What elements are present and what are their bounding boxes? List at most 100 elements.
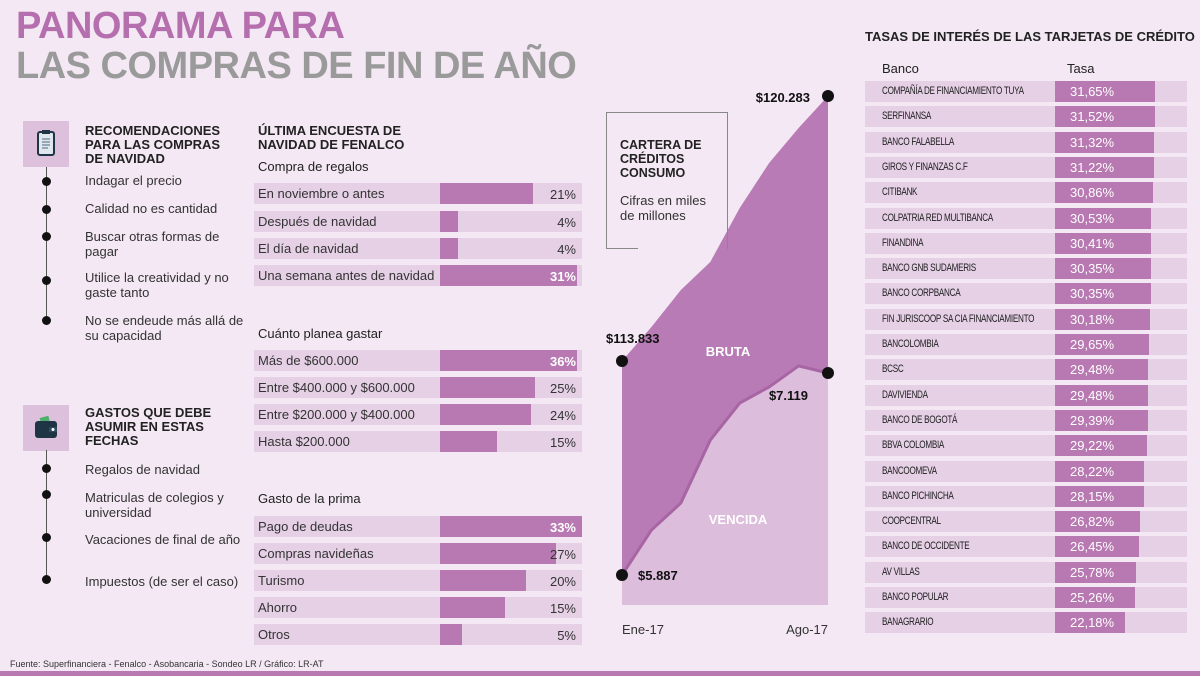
chart-title-box bbox=[606, 112, 728, 249]
x-tick-label: Ene-17 bbox=[622, 622, 664, 637]
survey-value: 25% bbox=[549, 381, 576, 396]
survey-row: Entre $400.000 y $600.000 25% bbox=[254, 377, 582, 398]
rate-value: 30,35% bbox=[1070, 286, 1115, 302]
rate-value: 28,22% bbox=[1070, 463, 1115, 479]
survey-row-label: Pago de deudas bbox=[258, 519, 353, 534]
rate-value: 29,22% bbox=[1070, 438, 1115, 454]
rate-value: 31,32% bbox=[1070, 134, 1115, 150]
rate-bar bbox=[1055, 460, 1145, 482]
vencida-area bbox=[622, 365, 828, 605]
table-row: BANCO PICHINCHA 28,15% bbox=[865, 485, 1187, 507]
survey-value: 20% bbox=[549, 574, 576, 589]
rate-value: 30,53% bbox=[1070, 210, 1115, 226]
table-row: DAVIVIENDA 29,48% bbox=[865, 384, 1187, 406]
survey-bar bbox=[440, 597, 505, 618]
rate-value: 22,18% bbox=[1070, 615, 1115, 631]
rate-bar bbox=[1055, 258, 1151, 280]
survey-bar bbox=[440, 211, 458, 232]
bullet-dot bbox=[42, 276, 51, 285]
table-row: BANCO CORPBANCA 30,35% bbox=[865, 283, 1187, 305]
rate-value: 25,26% bbox=[1070, 590, 1115, 605]
survey-bar bbox=[440, 624, 462, 645]
rate-value: 30,35% bbox=[1070, 261, 1115, 277]
bank-name: COOPCENTRAL bbox=[882, 515, 941, 528]
source-footer: Fuente: Superfinanciera - Fenalco - Asob… bbox=[10, 659, 324, 669]
rate-bar bbox=[1055, 131, 1154, 153]
bank-name: BANCO GNB SUDAMERIS bbox=[882, 262, 976, 275]
survey-value: 33% bbox=[549, 520, 576, 535]
table-row: BANCO POPULAR 25,26% bbox=[865, 587, 1187, 608]
table-row: BANCO DE BOGOTÁ 29,39% bbox=[865, 409, 1187, 431]
survey-bar bbox=[440, 543, 557, 564]
survey-value: 4% bbox=[557, 215, 576, 230]
survey-value: 36% bbox=[549, 354, 576, 369]
survey-value: 4% bbox=[557, 242, 576, 257]
col-header-banco: Banco bbox=[882, 61, 919, 76]
bruta-start-label: $113.833 bbox=[606, 331, 660, 346]
rate-bar bbox=[1055, 587, 1135, 608]
survey-row-label: El día de navidad bbox=[258, 241, 359, 256]
survey-bar bbox=[440, 570, 527, 591]
chart-title: CARTERA DE CRÉDITOS CONSUMO bbox=[620, 138, 702, 180]
survey-row: Más de $600.000 36% bbox=[254, 350, 582, 371]
rate-bar bbox=[1055, 232, 1152, 254]
table-row: SERFINANSA 31,52% bbox=[865, 106, 1187, 128]
bullet-dot bbox=[42, 316, 51, 325]
survey-row-label: Más de $600.000 bbox=[258, 353, 359, 368]
table-row: COLPATRIA RED MULTIBANCA 30,53% bbox=[865, 207, 1187, 229]
survey-row-label: Entre $200.000 y $400.000 bbox=[258, 407, 415, 422]
rate-value: 29,48% bbox=[1070, 362, 1115, 378]
rate-bar bbox=[1055, 561, 1137, 583]
bank-name: COMPAÑÍA DE FINANCIAMIENTO TUYA bbox=[882, 85, 1024, 97]
survey-bar bbox=[440, 350, 577, 371]
wallet-icon-box bbox=[23, 405, 69, 451]
vencida-line bbox=[620, 364, 829, 576]
list-item: No se endeude más allá de su capacidad bbox=[85, 313, 244, 343]
rate-value: 28,15% bbox=[1070, 488, 1115, 504]
bullet-dot bbox=[42, 533, 51, 542]
table-row: GIROS Y FINANZAS C.F 31,22% bbox=[865, 156, 1187, 178]
table-row: BBVA COLOMBIA 29,22% bbox=[865, 435, 1187, 457]
encuesta-heading: ÚLTIMA ENCUESTA DE NAVIDAD DE FENALCO bbox=[258, 123, 405, 152]
timeline-line bbox=[46, 450, 47, 578]
vencida-end-label: $7.119 bbox=[769, 388, 808, 403]
survey-row-label: Después de navidad bbox=[258, 214, 377, 229]
survey-row-label: En noviembre o antes bbox=[258, 186, 385, 201]
cartera-chart: $113.833 $120.283 $5.887 $7.119 BRUTA VENCIDA… bbox=[606, 90, 834, 637]
title-line-2: LAS COMPRAS DE FIN DE AÑO bbox=[16, 45, 577, 87]
clipboard-icon-box bbox=[23, 121, 69, 167]
title-line-1: PANORAMA PARA bbox=[16, 5, 345, 47]
survey-bar bbox=[440, 183, 533, 204]
bank-name: COLPATRIA RED MULTIBANCA bbox=[882, 211, 993, 224]
bullet-dot bbox=[42, 177, 51, 186]
chart-title-box-underline bbox=[606, 248, 638, 249]
bullet-dot bbox=[42, 575, 51, 584]
rate-bar bbox=[1055, 81, 1155, 102]
vencida-start-label: $5.887 bbox=[638, 568, 678, 583]
table-row: FIN JURISCOOP SA CIA FINANCIAMIENTO 30,18… bbox=[865, 308, 1187, 330]
rate-bar bbox=[1055, 359, 1149, 381]
rate-bar bbox=[1055, 283, 1151, 305]
survey-row: Hasta $200.000 15% bbox=[254, 431, 582, 452]
bullet-dot bbox=[42, 490, 51, 499]
rate-bar bbox=[1055, 334, 1149, 355]
table-row: BANCOOMEVA 28,22% bbox=[865, 460, 1187, 482]
bank-name: FINANDINA bbox=[882, 236, 924, 249]
survey-row: El día de navidad 4% bbox=[254, 238, 582, 259]
rate-bar bbox=[1055, 156, 1154, 178]
survey-value: 27% bbox=[549, 547, 576, 562]
survey-row: En noviembre o antes 21% bbox=[254, 183, 582, 204]
x-tick-label: Ago-17 bbox=[786, 622, 828, 637]
survey-row: Después de navidad 4% bbox=[254, 211, 582, 232]
bank-name: BCSC bbox=[882, 363, 904, 376]
bank-name: GIROS Y FINANZAS C.F bbox=[882, 160, 968, 173]
rate-bar bbox=[1055, 409, 1148, 431]
list-item: Vacaciones de final de año bbox=[85, 532, 241, 547]
bank-name: BANCOOMEVA bbox=[882, 464, 937, 477]
table-row: BANCO GNB SUDAMERIS 30,35% bbox=[865, 258, 1187, 280]
survey-value: 31% bbox=[549, 269, 576, 284]
endpoint-marker bbox=[616, 355, 628, 367]
survey-bar bbox=[440, 516, 582, 537]
list-item: Buscar otras formas de pagar bbox=[85, 229, 220, 259]
table-row: COOPCENTRAL 26,82% bbox=[865, 511, 1187, 533]
